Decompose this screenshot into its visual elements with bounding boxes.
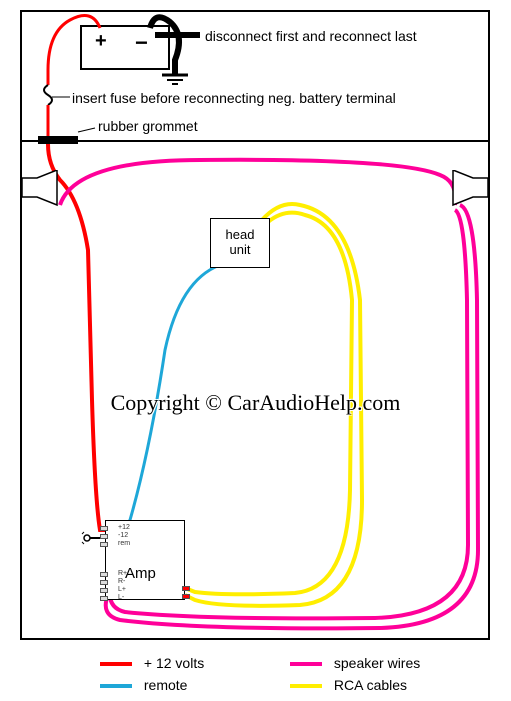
amp-label: Amp — [125, 565, 156, 582]
amp-box — [105, 520, 185, 600]
head-unit-box: head unit — [210, 218, 270, 268]
amp-term-lp: L+ — [118, 586, 126, 593]
amp-port — [100, 542, 108, 547]
legend-remote: remote — [144, 677, 188, 693]
amp-term-lm: L- — [118, 594, 124, 601]
speaker-right-icon — [448, 170, 488, 210]
legend-rca: RCA cables — [334, 677, 407, 693]
disconnect-label: disconnect first and reconnect last — [205, 28, 417, 44]
battery-minus: − — [135, 30, 148, 56]
headunit-label-2: unit — [230, 242, 251, 257]
watermark: Copyright © CarAudioHelp.com — [0, 390, 511, 416]
amp-port — [100, 596, 108, 601]
legend-swatch-red — [100, 662, 132, 666]
amp-port — [182, 594, 190, 599]
amp-term-rm: R- — [118, 578, 125, 585]
grommet-label: rubber grommet — [98, 118, 198, 134]
amp-term-rp: R+ — [118, 570, 127, 577]
legend-speaker: speaker wires — [334, 655, 420, 671]
amp-port — [100, 580, 108, 585]
legend-swatch-magenta — [290, 662, 322, 666]
fuse-label: insert fuse before reconnecting neg. bat… — [72, 90, 396, 106]
amp-term-p12: +12 — [118, 524, 130, 531]
legend-volts: + 12 volts — [144, 655, 204, 671]
battery-plus: + — [95, 30, 107, 53]
amp-port — [100, 588, 108, 593]
amp-port — [100, 526, 108, 531]
amp-port — [182, 586, 190, 591]
amp-port — [100, 572, 108, 577]
legend-swatch-blue — [100, 684, 132, 688]
legend-swatch-yellow — [290, 684, 322, 688]
amp-term-n12: -12 — [118, 532, 128, 539]
speaker-left-icon — [22, 170, 62, 210]
headunit-label-1: head — [226, 227, 255, 242]
battery-box — [80, 25, 170, 70]
amp-port — [100, 534, 108, 539]
firewall-divider — [20, 140, 490, 142]
amp-term-rem: rem — [118, 540, 130, 547]
